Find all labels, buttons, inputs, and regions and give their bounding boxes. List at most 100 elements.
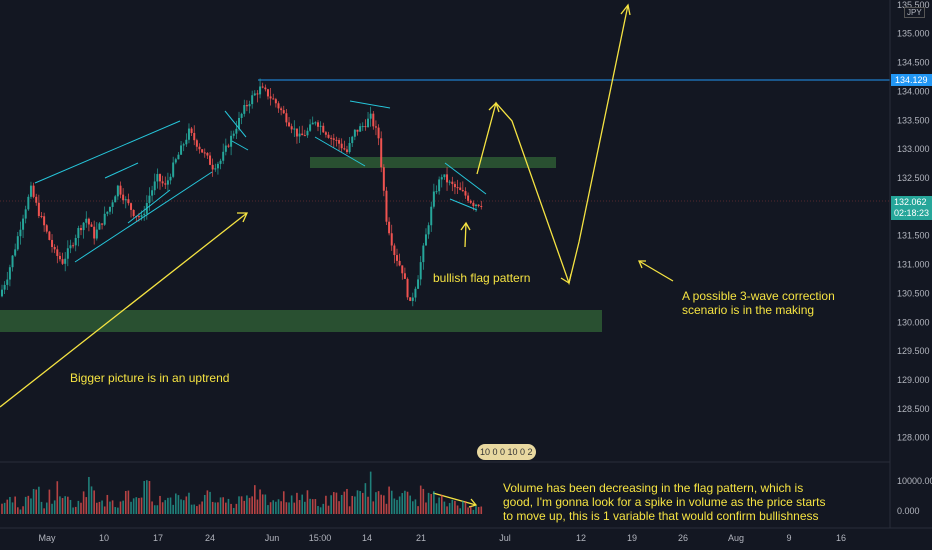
candle-body	[245, 105, 248, 107]
flag-arrow-head	[460, 221, 471, 231]
price-tick-6: 132.500	[897, 173, 930, 183]
volume-bar	[153, 505, 156, 514]
price-tick-9: 131.000	[897, 260, 930, 270]
candle-body	[45, 225, 48, 232]
volume-bar	[203, 494, 206, 514]
volume-arrow	[432, 492, 477, 506]
volume-bar	[175, 493, 177, 514]
volume-bar	[248, 497, 251, 514]
candle-body	[448, 181, 451, 183]
annotation-volume: Volume has been decreasing in the flag p…	[503, 481, 826, 523]
candle-body	[240, 113, 243, 118]
candle-body	[398, 260, 401, 266]
candle-body	[161, 181, 164, 184]
candle-body	[211, 164, 214, 170]
candle-body	[345, 149, 348, 153]
candle-body	[293, 128, 296, 130]
candle-body	[195, 140, 198, 147]
candle-body	[459, 187, 462, 190]
volume-bar	[464, 501, 467, 514]
volume-bar	[122, 500, 124, 514]
candle-body	[27, 196, 30, 210]
candle-body	[422, 245, 425, 263]
candle-body	[438, 179, 441, 192]
time-tick-2: 17	[153, 533, 163, 543]
candle-body	[203, 152, 206, 154]
volume-bar	[427, 492, 430, 514]
volume-bar	[430, 494, 433, 514]
volume-bar	[9, 496, 11, 514]
candle-body	[103, 213, 106, 225]
volume-bar	[109, 501, 111, 514]
candle-body	[148, 195, 151, 204]
candle-body	[111, 202, 114, 207]
volume-bar	[346, 488, 348, 514]
time-tick-9: 12	[576, 533, 586, 543]
volume-bar	[138, 498, 140, 514]
candle-body	[356, 129, 359, 132]
volume-bar	[103, 506, 106, 514]
volume-bar	[59, 496, 61, 514]
candle-body	[140, 215, 143, 217]
candle-body	[303, 135, 306, 137]
wave-path	[476, 4, 629, 286]
candle-body	[353, 129, 356, 137]
candle-body	[290, 126, 293, 130]
candle-body	[367, 118, 370, 128]
candle-body	[156, 174, 159, 182]
price-tick-13: 129.000	[897, 375, 930, 385]
volume-bar	[167, 497, 169, 514]
volume-bar	[193, 504, 196, 514]
candle-body	[396, 255, 398, 261]
price-axis[interactable]: 135.500 135.000 134.500 134.000 133.500 133.0…	[897, 0, 930, 443]
volume-bar	[301, 494, 303, 514]
correction-arrow	[638, 260, 674, 282]
volume-bar	[448, 503, 451, 514]
volume-bar	[217, 502, 219, 514]
candle-body	[77, 228, 80, 239]
price-tick-15: 128.000	[897, 433, 930, 443]
price-tick-4: 133.500	[897, 115, 930, 125]
volume-bar	[317, 506, 319, 514]
volume-bar	[480, 506, 483, 514]
volume-bar	[124, 490, 127, 514]
candle-body	[90, 224, 93, 227]
volume-bar	[11, 502, 14, 514]
volume-bar	[459, 508, 461, 514]
candle-body	[114, 196, 117, 203]
candle-body	[66, 248, 69, 259]
candle-body	[393, 245, 396, 256]
time-axis[interactable]: May 10 17 24 Jun 15:00 14 21 Jul 12 19 26 Aug 9 16	[38, 533, 846, 543]
volume-bar	[43, 508, 45, 514]
candle-body	[443, 174, 446, 178]
volume-bar	[82, 491, 85, 514]
candle-body	[301, 133, 304, 136]
volume-bar	[135, 497, 138, 514]
candles-group	[1, 78, 483, 307]
wave-head-3	[620, 3, 631, 16]
candle-body	[235, 128, 238, 134]
candle-body	[32, 185, 35, 197]
volume-bar	[156, 505, 159, 514]
candle-body	[424, 234, 427, 246]
resistance-zone-middle	[310, 157, 556, 168]
volume-bar	[369, 471, 372, 514]
candle-body	[343, 148, 346, 150]
volume-bar	[85, 497, 88, 514]
volume-bar	[288, 502, 290, 514]
candle-body	[58, 255, 61, 260]
candle-body	[40, 216, 43, 218]
resistance-price-tag: 134.129	[891, 74, 932, 86]
volume-bar	[375, 492, 377, 514]
candle-body	[101, 223, 104, 225]
indicator-badge[interactable]: 10 0 0 10 0 2	[477, 444, 536, 460]
volume-bar	[93, 490, 95, 514]
flag4-lower	[449, 198, 478, 211]
candle-body	[456, 187, 459, 189]
candle-body	[461, 189, 464, 192]
candle-body	[440, 177, 443, 180]
volume-bar	[451, 499, 454, 514]
volume-bar	[40, 501, 43, 514]
volume-bar	[246, 495, 248, 514]
